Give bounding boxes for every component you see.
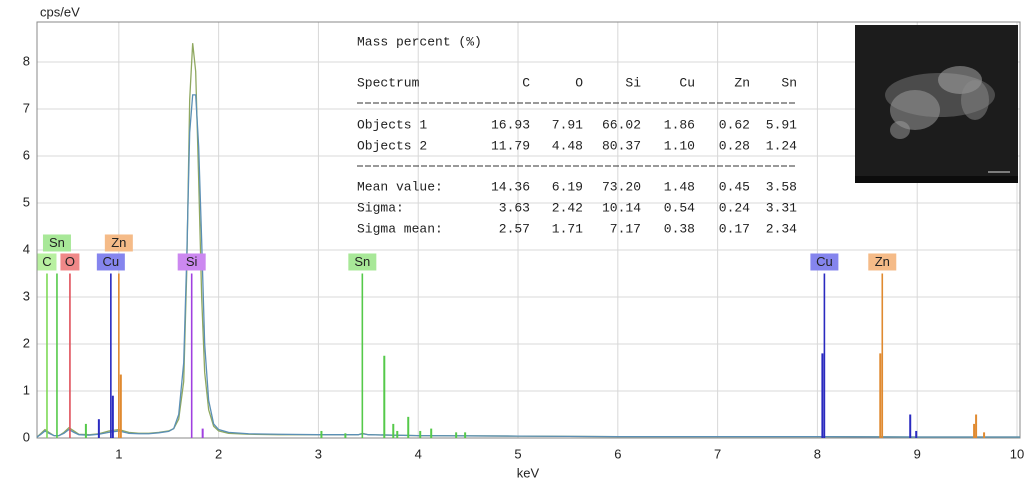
y-axis-label: cps/eV [40, 4, 80, 19]
table-cell: 6.19 [552, 179, 583, 194]
table-header: Zn [734, 75, 750, 90]
table-cell: 11.79 [491, 138, 530, 153]
table-header: C [522, 75, 530, 90]
table-cell: 1.71 [552, 221, 583, 236]
y-tick-label: 6 [23, 147, 30, 162]
table-cell: 4.48 [552, 138, 583, 153]
element-label-box [96, 253, 125, 271]
table-cell: 7.91 [552, 117, 583, 132]
table-cell: 0.24 [719, 200, 750, 215]
table-cell: 0.54 [664, 200, 695, 215]
x-tick-label: 4 [415, 446, 422, 461]
y-tick-label: 2 [23, 335, 30, 350]
table-cell: 0.38 [664, 221, 695, 236]
table-header: Si [625, 75, 641, 90]
spectrum-line [36, 94, 1020, 438]
element-label-box [37, 253, 57, 271]
table-cell: 0.62 [719, 117, 750, 132]
grid [37, 22, 1020, 439]
element-label-box [177, 253, 206, 271]
table-cell: Objects 2 [357, 138, 427, 153]
x-tick-label: 5 [514, 446, 521, 461]
table-cell: 0.17 [719, 221, 750, 236]
element-label-box [42, 234, 71, 252]
x-tick-label: 2 [215, 446, 222, 461]
table-cell: 10.14 [602, 200, 641, 215]
table-header: Cu [679, 75, 695, 90]
element-label: Si [186, 254, 198, 269]
table-header: Sn [781, 75, 797, 90]
element-label: Sn [354, 254, 370, 269]
x-tick-label: 8 [814, 446, 821, 461]
table-cell: 2.42 [552, 200, 583, 215]
table-cell: 1.10 [664, 138, 695, 153]
element-label-box [104, 234, 133, 252]
table-cell: 73.20 [602, 179, 641, 194]
element-label: Zn [111, 235, 126, 250]
mass-table: Mass percent (%) Spectrum C O Si Cu Zn Sn Object… [357, 34, 797, 236]
table-cell: Sigma: [357, 200, 404, 215]
sem-image [855, 25, 1018, 183]
table-cell: Mean value: [357, 179, 443, 194]
table-header: O [575, 75, 583, 90]
y-tick-label: 7 [23, 100, 30, 115]
y-tick-label: 8 [23, 53, 30, 68]
element-label: Sn [49, 235, 65, 250]
x-tick-label: 1 [115, 446, 122, 461]
table-cell: 1.86 [664, 117, 695, 132]
element-label-box [868, 253, 897, 271]
y-tick-label: 0 [23, 429, 30, 444]
element-label: Cu [816, 254, 833, 269]
table-cell: 1.24 [766, 138, 797, 153]
table-cell: 3.31 [766, 200, 797, 215]
y-tick-label: 3 [23, 288, 30, 303]
table-cell: 2.34 [766, 221, 797, 236]
x-tick-label: 9 [914, 446, 921, 461]
table-title: Mass percent (%) [357, 34, 482, 49]
x-axis-label: keV [517, 465, 540, 480]
table-cell: 5.91 [766, 117, 797, 132]
element-label-box [60, 253, 80, 271]
element-label: Cu [103, 254, 120, 269]
table-cell: Objects 1 [357, 117, 427, 132]
x-tick-label: 7 [714, 446, 721, 461]
table-cell: 2.57 [499, 221, 530, 236]
element-label-box [810, 253, 839, 271]
table-cell: 3.58 [766, 179, 797, 194]
plot-frame [36, 21, 1021, 439]
table-cell: 3.63 [499, 200, 530, 215]
element-label: Zn [875, 254, 890, 269]
element-label: O [65, 254, 75, 269]
y-tick-label: 5 [23, 194, 30, 209]
element-label: C [42, 254, 51, 269]
table-cell: 14.36 [491, 179, 530, 194]
y-tick-label: 1 [23, 382, 30, 397]
table-cell: 80.37 [602, 138, 641, 153]
table-header: Spectrum [357, 75, 420, 90]
y-tick-label: 4 [23, 241, 30, 256]
table-cell: Sigma mean: [357, 221, 443, 236]
table-cell: 1.48 [664, 179, 695, 194]
element-label-box [348, 253, 377, 271]
table-cell: 7.17 [610, 221, 641, 236]
table-cell: 16.93 [491, 117, 530, 132]
x-tick-label: 10 [1010, 446, 1024, 461]
table-cell: 66.02 [602, 117, 641, 132]
table-cell: 0.28 [719, 138, 750, 153]
x-tick-label: 6 [614, 446, 621, 461]
x-tick-label: 3 [315, 446, 322, 461]
table-cell: 0.45 [719, 179, 750, 194]
